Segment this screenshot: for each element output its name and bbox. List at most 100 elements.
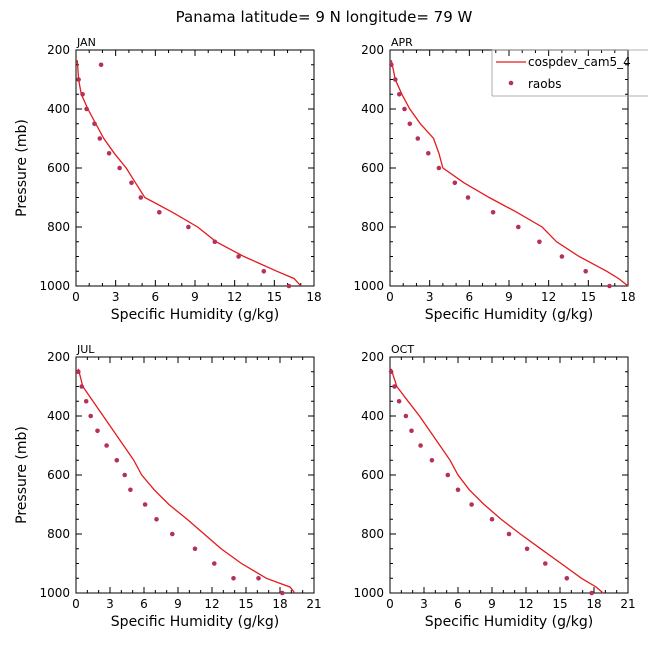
panel-apr: 0 3 6 9 12 15 18 200 400 600 800 1000 APR Specific Hu… [353,36,635,323]
y-axis-label: Pressure (mb) [14,426,30,524]
raobs-point [142,502,148,507]
x-tick-label: 0 [72,290,80,304]
raobs-point [583,269,588,274]
raobs-point [388,369,394,375]
x-axis-label: Specific Humidity (g/kg) [111,307,279,323]
x-tick-label: 9 [191,290,199,304]
plot-frame [75,356,315,594]
y-tick-label: 600 [47,161,70,175]
raobs-point [154,517,159,522]
x-tick-label: 12 [204,597,219,611]
plot-frame [389,356,629,594]
plot-frame [389,49,629,287]
raobs-point [212,561,217,566]
x-tick-label: 18 [586,597,601,611]
raobs-point [236,254,241,259]
raobs-point [564,576,570,581]
x-tick-label: 15 [552,597,567,611]
y-tick-label: 1000 [353,279,384,293]
x-tick-label: 0 [72,597,80,611]
y-tick-label: 400 [361,102,384,116]
plot-frame [75,49,315,287]
x-tick-label: 15 [238,597,253,611]
raobs-point [231,576,236,581]
raobs-point [261,269,267,274]
raobs-point [286,283,292,289]
panel-jul: 0 3 6 9 12 15 18 21 200 400 600 800 1000 JUL Specific … [14,343,322,630]
x-axis-label: Specific Humidity (g/kg) [425,307,593,323]
raobs-point [407,121,413,127]
x-tick-label: 21 [306,597,321,611]
raobs-point [418,443,423,448]
raobs-point [465,195,471,200]
x-tick-label: 6 [140,597,148,611]
raobs-point [98,62,104,68]
raobs-point [452,180,458,186]
raobs-point [524,546,530,552]
raobs-point [88,413,93,419]
raobs-point [543,561,548,566]
raobs-point [95,428,100,434]
y-tick-label: 400 [47,409,70,423]
raobs-point [397,92,402,97]
panel-label: JAN [76,36,96,49]
raobs-point [138,195,144,200]
x-tick-label: 6 [454,597,462,611]
raobs-point [393,77,398,82]
raobs-point [426,151,431,156]
x-tick-label: 3 [420,597,428,611]
y-axis-label: Pressure (mb) [14,119,30,217]
raobs-point [403,413,409,419]
y-tick-label: 800 [47,527,70,541]
raobs-point [490,210,496,215]
y-tick-label: 1000 [39,279,70,293]
raobs-point [84,106,89,112]
raobs-point [537,239,542,245]
panel-oct: 0 3 6 9 12 15 18 21 200 400 600 800 1000 OCT Specific … [353,343,635,630]
y-tick-label: 200 [361,43,384,57]
raobs-point [80,92,85,97]
panel-label: APR [391,36,413,49]
x-tick-label: 3 [426,290,434,304]
raobs-point [436,165,442,171]
raobs-point [402,106,407,112]
raobs-point [117,165,122,171]
y-tick-label: 600 [361,468,384,482]
panel-label: JUL [76,343,95,356]
raobs-point [83,399,89,404]
x-tick-label: 15 [581,290,596,304]
y-tick-label: 800 [361,527,384,541]
y-tick-label: 600 [361,161,384,175]
raobs-point [170,531,175,537]
legend-marker-swatch [508,80,514,86]
raobs-point [92,121,97,127]
x-tick-label: 0 [386,597,394,611]
x-tick-label: 0 [386,290,394,304]
legend-label-model: cospdev_cam5_4 [528,55,631,69]
raobs-point [79,384,84,389]
x-tick-label: 15 [267,290,282,304]
raobs-point [415,136,421,141]
x-axis-label: Specific Humidity (g/kg) [425,614,593,630]
raobs-point [516,224,521,230]
x-tick-label: 12 [541,290,556,304]
raobs-point [469,502,474,507]
x-tick-label: 6 [152,290,160,304]
raobs-point [129,180,134,186]
raobs-point [76,77,81,82]
x-tick-label: 3 [112,290,120,304]
y-tick-label: 800 [361,220,384,234]
raobs-point [104,443,109,448]
raobs-point [392,384,397,389]
x-axis-label: Specific Humidity (g/kg) [111,614,279,630]
raobs-point [280,590,285,596]
raobs-point [445,472,451,478]
y-tick-label: 400 [361,409,384,423]
x-tick-label: 21 [620,597,635,611]
raobs-point [506,531,512,537]
raobs-point [157,210,162,215]
x-tick-label: 18 [272,597,287,611]
raobs-point [212,239,218,245]
raobs-point [396,399,402,404]
